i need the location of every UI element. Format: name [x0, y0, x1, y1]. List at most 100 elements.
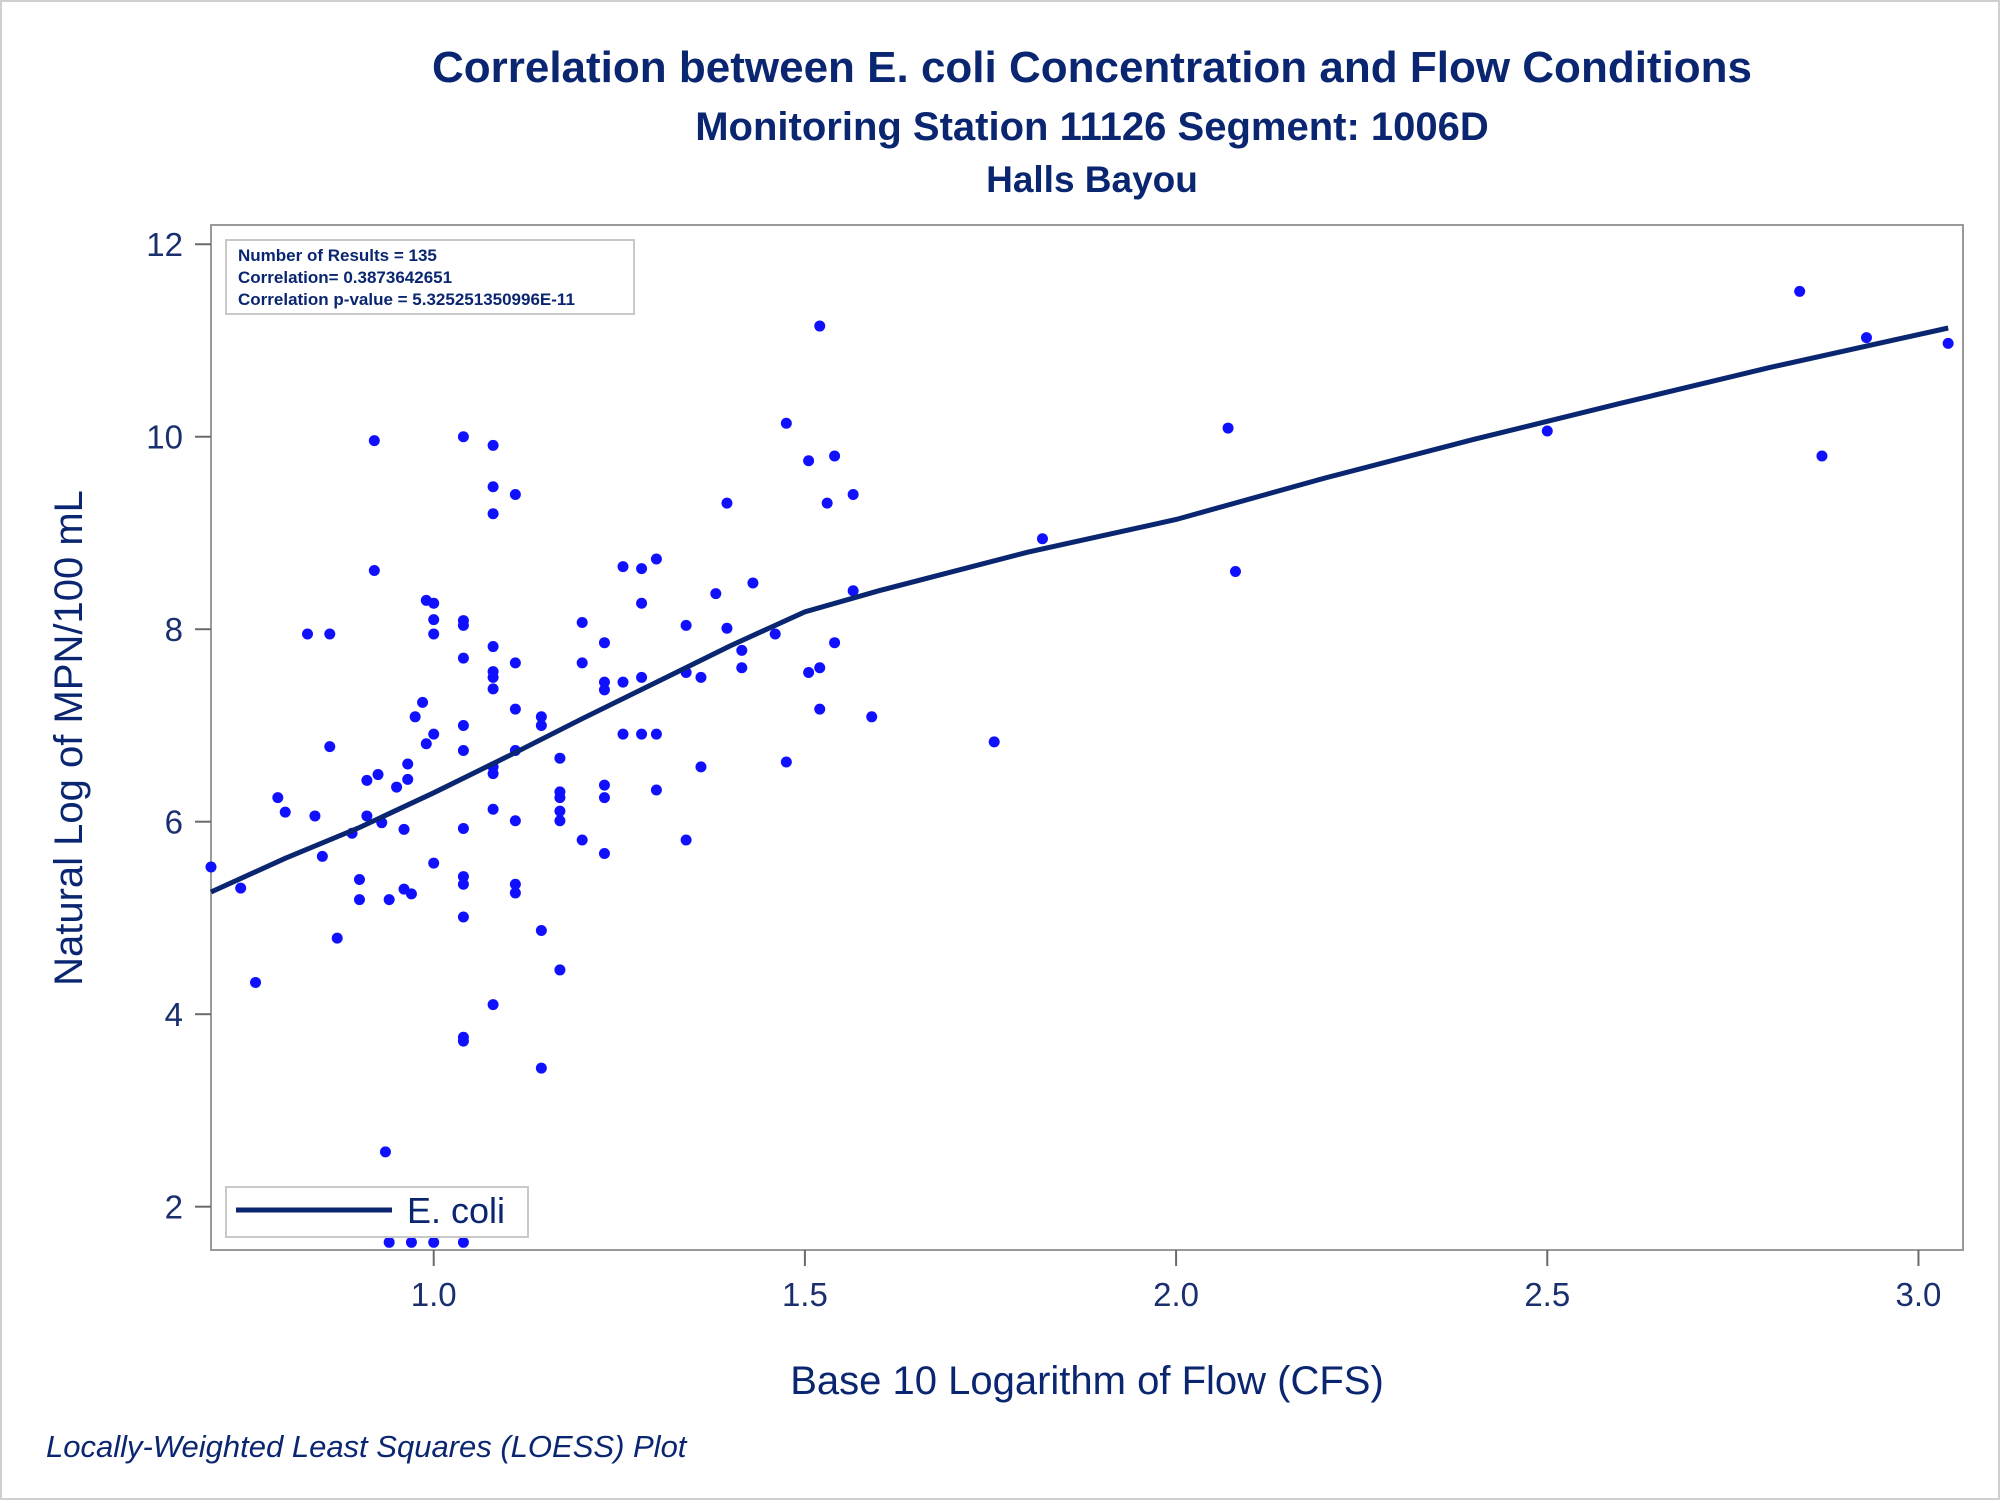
scatter-point — [636, 671, 648, 683]
scatter-point — [866, 711, 878, 723]
scatter-point — [487, 999, 499, 1011]
scatter-point — [368, 565, 380, 577]
scatter-point — [598, 684, 610, 696]
scatter-point — [1036, 533, 1048, 545]
scatter-point — [736, 644, 748, 656]
scatter-point — [457, 871, 469, 883]
scatter-point — [457, 1035, 469, 1047]
x-axis: 1.0 1.5 2.0 2.5 3.0 — [411, 1250, 1941, 1313]
scatter-point — [576, 657, 588, 669]
y-tick-label: 4 — [165, 996, 183, 1033]
y-tick-label: 12 — [146, 226, 183, 263]
scatter-point — [272, 792, 284, 804]
scatter-point — [402, 773, 414, 785]
scatter-point — [554, 964, 566, 976]
scatter-point — [383, 1236, 395, 1248]
scatter-point — [457, 822, 469, 834]
scatter-point — [598, 676, 610, 688]
x-tick-label: 1.0 — [411, 1276, 457, 1313]
scatter-point — [721, 497, 733, 509]
scatter-point — [535, 924, 547, 936]
scatter-point — [205, 861, 217, 873]
scatter-point — [535, 1062, 547, 1074]
scatter-point — [487, 768, 499, 780]
scatter-point — [509, 878, 521, 890]
scatter-point — [769, 628, 781, 640]
scatter-point — [379, 1146, 391, 1158]
scatter-point — [554, 752, 566, 764]
scatter-point — [402, 758, 414, 770]
scatter-point — [554, 792, 566, 804]
scatter-point — [324, 628, 336, 640]
scatter-point — [650, 784, 662, 796]
scatter-point — [1816, 450, 1828, 462]
scatter-point — [554, 815, 566, 827]
scatter-point — [509, 657, 521, 669]
scatter-point — [428, 628, 440, 640]
stats-p-value: Correlation p-value = 5.325251350996E-11 — [238, 290, 575, 309]
scatter-point — [250, 976, 262, 988]
scatter-point — [457, 1236, 469, 1248]
scatter-point — [302, 628, 314, 640]
scatter-point — [780, 417, 792, 429]
scatter-point — [398, 823, 410, 835]
scatter-points — [205, 285, 1954, 1248]
scatter-point — [1794, 285, 1806, 297]
y-tick-label: 6 — [165, 804, 183, 841]
scatter-point — [353, 873, 365, 885]
scatter-point — [780, 756, 792, 768]
scatter-point — [428, 857, 440, 869]
scatter-point — [814, 662, 826, 674]
scatter-point — [680, 619, 692, 631]
scatter-point — [1229, 565, 1241, 577]
scatter-point — [695, 761, 707, 773]
scatter-point — [650, 553, 662, 565]
scatter-point — [1942, 337, 1954, 349]
scatter-point — [803, 455, 815, 467]
footnote: Locally-Weighted Least Squares (LOESS) P… — [46, 1429, 688, 1464]
scatter-point — [650, 728, 662, 740]
scatter-point — [309, 810, 321, 822]
scatter-point — [487, 439, 499, 451]
scatter-point — [710, 588, 722, 600]
scatter-point — [372, 769, 384, 781]
scatter-point — [487, 508, 499, 520]
stats-box: Number of Results = 135 Correlation= 0.3… — [225, 239, 635, 315]
scatter-point — [353, 894, 365, 906]
scatter-point — [361, 810, 373, 822]
scatter-point — [847, 585, 859, 597]
scatter-point — [617, 676, 629, 688]
scatter-point — [535, 719, 547, 731]
scatter-point — [457, 619, 469, 631]
scatter-point — [509, 815, 521, 827]
scatter-point — [487, 641, 499, 653]
scatter-point — [821, 497, 833, 509]
scatter-point — [457, 911, 469, 923]
scatter-point — [331, 932, 343, 944]
chart-subtitle-location: Halls Bayou — [986, 159, 1198, 200]
scatter-point — [235, 882, 247, 894]
x-tick-label: 2.5 — [1524, 1276, 1570, 1313]
scatter-point — [598, 637, 610, 649]
scatter-point — [487, 803, 499, 815]
y-axis-label: Natural Log of MPN/100 mL — [47, 490, 91, 986]
chart-subtitle: Monitoring Station 11126 Segment: 1006D — [695, 105, 1489, 149]
scatter-point — [428, 614, 440, 626]
scatter-point — [829, 637, 841, 649]
scatter-point — [736, 662, 748, 674]
scatter-point — [695, 671, 707, 683]
scatter-point — [636, 728, 648, 740]
scatter-point — [417, 696, 429, 708]
scatter-point — [1860, 332, 1872, 344]
scatter-point — [636, 597, 648, 609]
scatter-point — [405, 888, 417, 900]
scatter-point — [324, 741, 336, 753]
scatter-point — [316, 850, 328, 862]
scatter-point — [457, 719, 469, 731]
scatter-point — [803, 667, 815, 679]
scatter-point — [279, 806, 291, 818]
scatter-point — [747, 577, 759, 589]
scatter-point — [383, 894, 395, 906]
scatter-point — [420, 738, 432, 750]
